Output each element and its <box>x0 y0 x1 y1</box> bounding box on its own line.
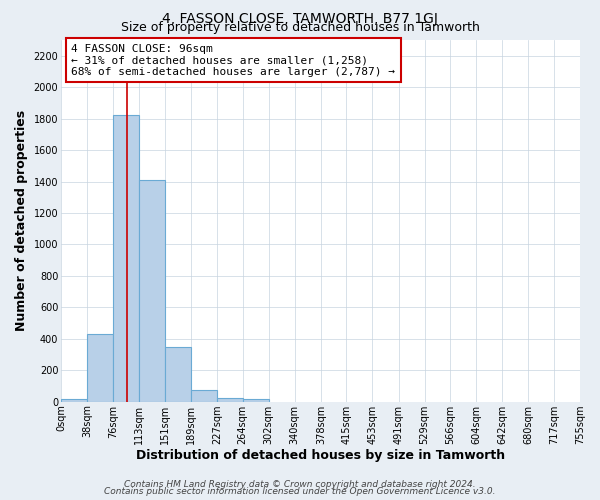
Text: 4, FASSON CLOSE, TAMWORTH, B77 1GJ: 4, FASSON CLOSE, TAMWORTH, B77 1GJ <box>162 12 438 26</box>
X-axis label: Distribution of detached houses by size in Tamworth: Distribution of detached houses by size … <box>136 450 505 462</box>
Text: Contains public sector information licensed under the Open Government Licence v3: Contains public sector information licen… <box>104 487 496 496</box>
Bar <box>139 180 165 402</box>
Text: Contains HM Land Registry data © Crown copyright and database right 2024.: Contains HM Land Registry data © Crown c… <box>124 480 476 489</box>
Bar <box>113 116 139 402</box>
Bar <box>165 346 191 402</box>
Bar <box>87 334 113 402</box>
Text: Size of property relative to detached houses in Tamworth: Size of property relative to detached ho… <box>121 22 479 35</box>
Y-axis label: Number of detached properties: Number of detached properties <box>15 110 28 332</box>
Text: 4 FASSON CLOSE: 96sqm
← 31% of detached houses are smaller (1,258)
68% of semi-d: 4 FASSON CLOSE: 96sqm ← 31% of detached … <box>71 44 395 77</box>
Bar <box>61 398 87 402</box>
Bar <box>217 398 242 402</box>
Bar <box>242 398 269 402</box>
Bar <box>191 390 217 402</box>
